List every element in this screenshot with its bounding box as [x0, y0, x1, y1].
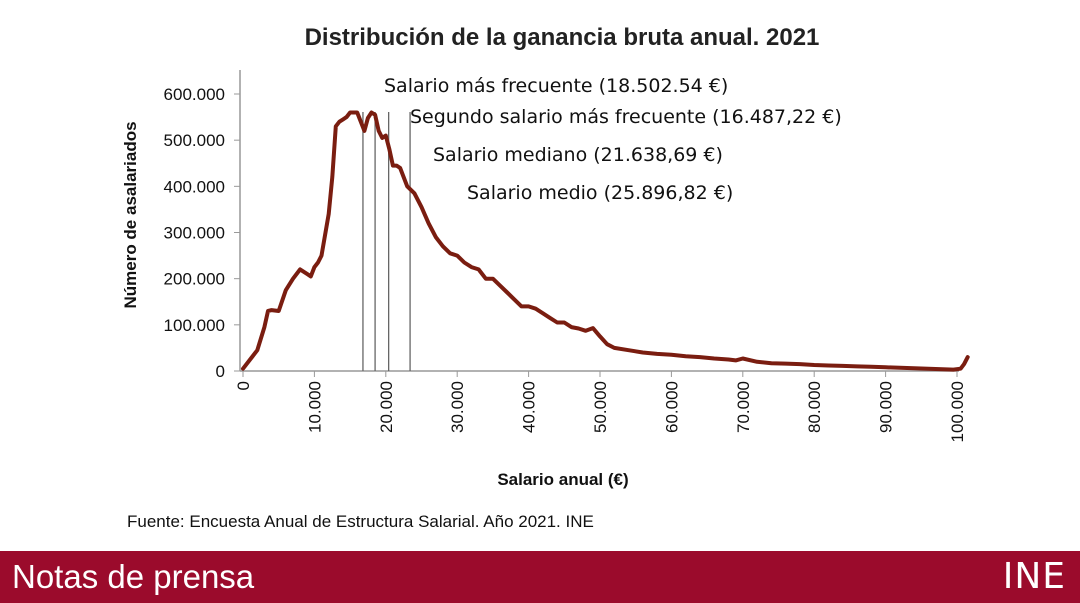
y-tick-label: 600.000	[164, 85, 225, 104]
annotation-mean: Salario medio (25.896,82 €)	[467, 182, 733, 204]
x-tick-label: 50.000	[591, 381, 610, 433]
annotation-median: Salario mediano (21.638,69 €)	[433, 144, 723, 166]
chart-title: Distribución de la ganancia bruta anual.…	[305, 24, 820, 51]
x-tick-label: 100.000	[948, 381, 967, 442]
y-tick-label: 100.000	[164, 316, 225, 335]
footer-bar: Notas de prensa INE	[0, 551, 1080, 603]
series-line	[241, 110, 970, 372]
x-tick-label: 30.000	[448, 381, 467, 433]
x-tick-label: 90.000	[877, 381, 896, 433]
x-tick-label: 20.000	[377, 381, 396, 433]
reference-lines	[362, 112, 411, 371]
x-tick-label: 0	[234, 381, 253, 390]
source-note: Fuente: Encuesta Anual de Estructura Sal…	[127, 512, 594, 531]
x-tick-label: 80.000	[805, 381, 824, 433]
chart: Distribución de la ganancia bruta anual.…	[121, 24, 970, 489]
footer-label[interactable]: Notas de prensa	[12, 558, 255, 595]
x-tick-label: 70.000	[734, 381, 753, 433]
ine-logo-text: INE	[1002, 556, 1066, 597]
y-tick-group: 0 100.000 200.000 300.000 400.000 500.000 600.…	[164, 85, 240, 381]
x-tick-label: 10.000	[305, 381, 324, 433]
ine-logo[interactable]: INE	[1003, 557, 1066, 597]
y-tick-label: 200.000	[164, 270, 225, 289]
x-tick-group: 0 10.000 20.000 30.000 40.000 50.000 60.000 70.…	[234, 371, 967, 442]
y-tick-label: 0	[216, 362, 225, 381]
y-axis-title: Número de asalariados	[121, 121, 140, 308]
y-tick-label: 300.000	[164, 224, 225, 243]
x-tick-label: 60.000	[662, 381, 681, 433]
y-tick-label: 500.000	[164, 131, 225, 150]
x-axis-title: Salario anual (€)	[497, 470, 628, 489]
x-tick-label: 40.000	[520, 381, 539, 433]
annotation-second-most-frequent: Segundo salario más frecuente (16.487,22…	[410, 106, 842, 128]
annotation-most-frequent: Salario más frecuente (18.502.54 €)	[384, 75, 728, 97]
y-tick-label: 400.000	[164, 177, 225, 196]
